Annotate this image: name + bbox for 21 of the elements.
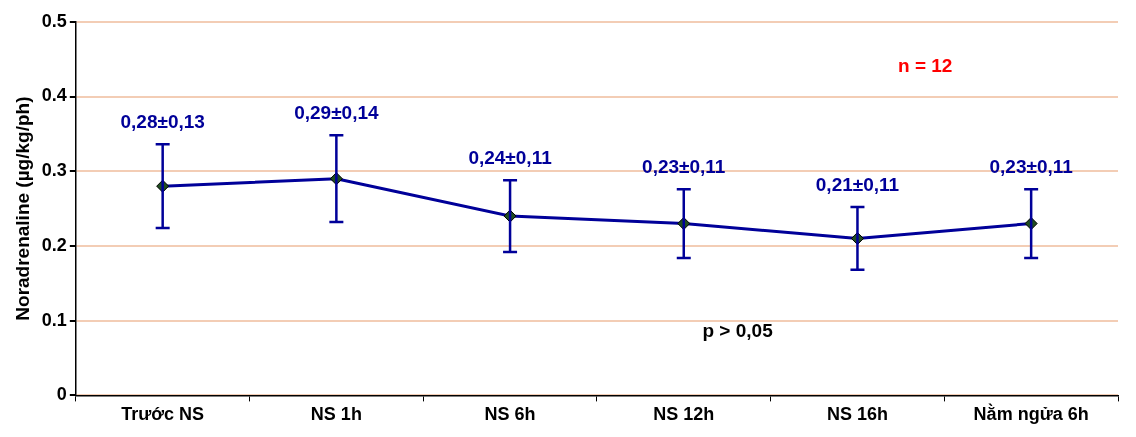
y-tick-label: 0.2 — [41, 234, 67, 255]
annotation: p > 0,05 — [702, 320, 774, 342]
y-tick-label: 0 — [56, 384, 67, 405]
x-tick-label: Trước NS — [121, 404, 205, 425]
data-label: 0,21±0,11 — [815, 173, 900, 195]
y-axis-title: Noradrenaline (µg/kg/ph) — [11, 96, 33, 321]
x-tick-label: NS 12h — [653, 404, 715, 425]
x-tick-label: NS 16h — [826, 404, 888, 425]
data-label: 0,24±0,11 — [468, 146, 553, 168]
y-tick-label: 0.4 — [41, 85, 67, 106]
x-tick-label: Nằm ngửa 6h — [973, 403, 1089, 425]
x-tick-label: NS 1h — [310, 404, 362, 425]
data-label: 0,23±0,11 — [989, 155, 1074, 177]
y-tick-label: 0.5 — [41, 10, 67, 31]
y-tick-label: 0.3 — [41, 160, 67, 181]
data-label: 0,23±0,11 — [642, 155, 726, 177]
annotation: n = 12 — [897, 54, 953, 76]
y-tick-label: 0.1 — [41, 309, 67, 330]
data-label: 0,29±0,14 — [294, 102, 379, 124]
x-tick-label: NS 6h — [484, 404, 536, 425]
data-label: 0,28±0,13 — [120, 111, 205, 133]
